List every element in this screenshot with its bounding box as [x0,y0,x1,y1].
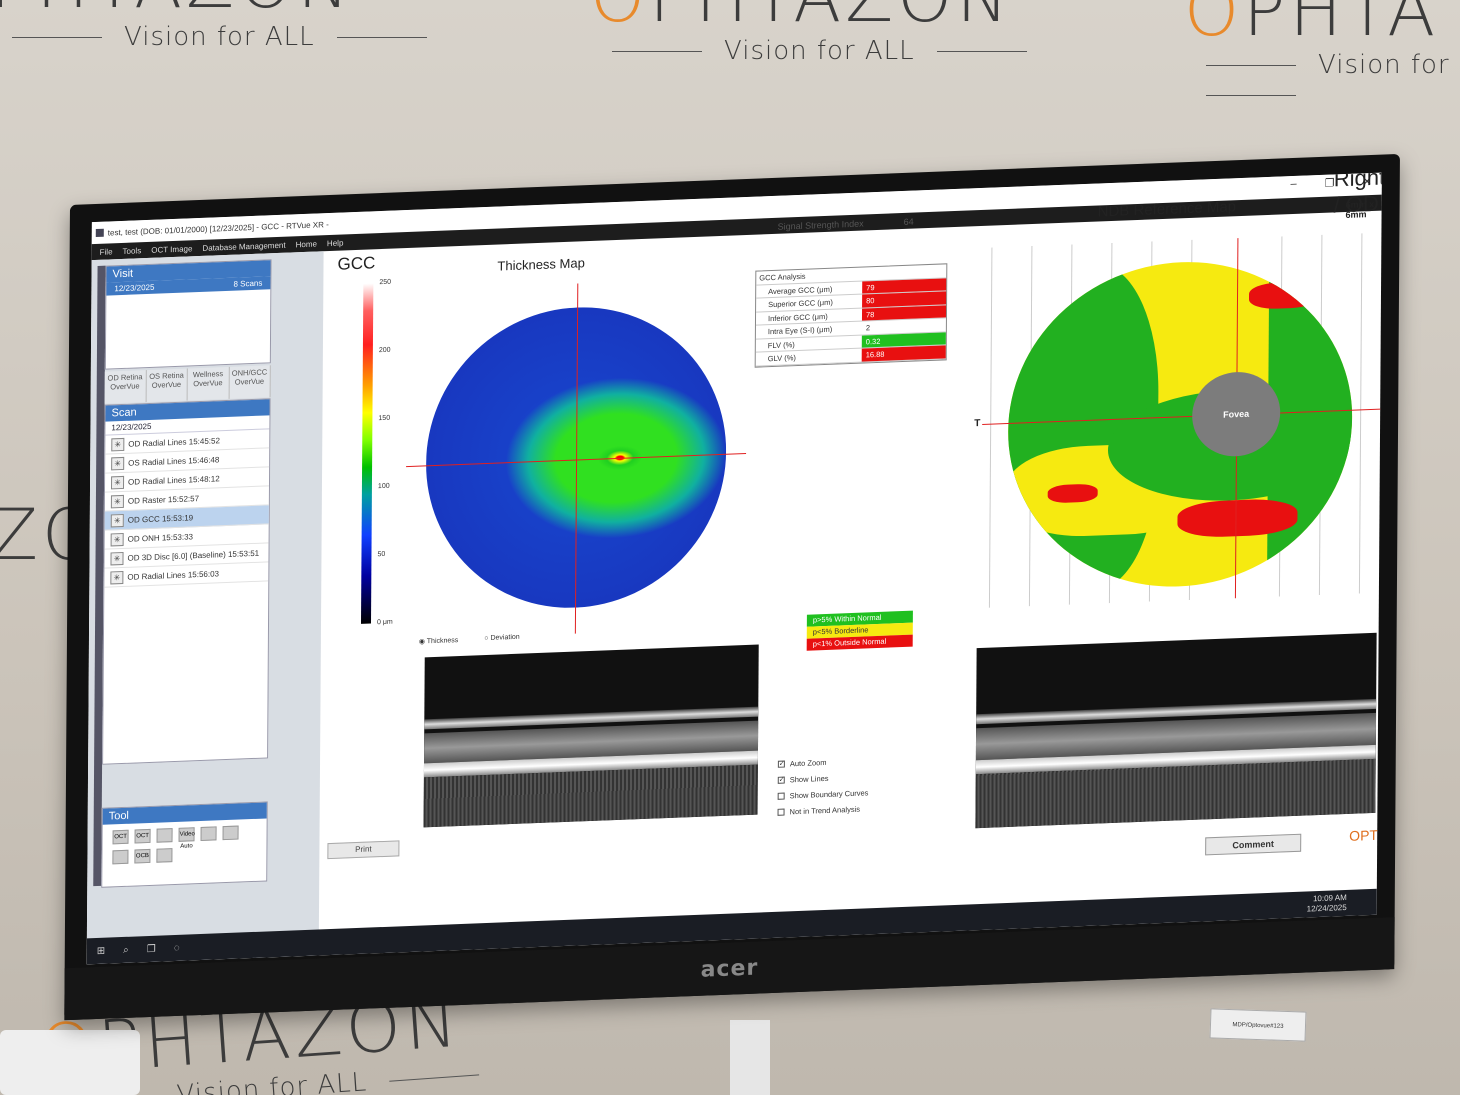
checkbox-box[interactable]: ✓ [777,760,785,768]
scale-tick: 250 [379,278,392,287]
tool-icon[interactable]: Video Auto [178,827,195,850]
radio-thickness[interactable]: ◉ Thickness [418,637,459,646]
scan-type-icon: ✳ [111,475,125,489]
menu-home[interactable]: Home [295,239,317,249]
device-sticker: MDP/Optovue#123 [1209,1008,1307,1042]
scan-type-icon: ✳ [111,456,125,470]
system-clock[interactable]: 10:09 AM 12/24/2025 [1307,893,1347,915]
scan-list-item-label: OD ONH 15:53:33 [127,531,194,544]
gcc-metric-label: GLV (%) [767,353,796,364]
tool-icon[interactable] [200,826,217,841]
app-taskbar-icon[interactable]: ◌ [173,942,180,954]
scale-tick: 0 μm [376,618,393,627]
tool-icon[interactable]: OCB [134,848,151,864]
visit-scan-count: 8 Scans [233,278,263,289]
display-options: ✓ Auto Zoom ✓ Show Lines Show Boundary Curve… [777,752,869,820]
minimize-button[interactable]: – [1290,177,1297,191]
thickness-map-title: Thickness Map [497,255,585,274]
menu-file[interactable]: File [99,246,113,257]
checkbox-label: Show Boundary Curves [789,787,869,800]
scan-list-item-label: OD 3D Disc [6.0] (Baseline) 15:53:51 [127,548,260,563]
left-pane: Visit 12/23/2025 8 Scans OD Retina OverV… [86,251,324,965]
scan-list-item-label: OD Radial Lines 15:48:12 [128,473,220,487]
scale-tick: 50 [377,550,386,559]
tab-os-retina-overvue[interactable]: OS Retina OverVue [146,368,188,403]
tool-panel: Tool OCT OCT Video Auto OCB [101,801,268,888]
tool-icon[interactable] [222,825,239,841]
radio-deviation[interactable]: ○ Deviation [484,633,520,643]
gcc-metric-value: 16.88 [861,345,946,362]
scan-type-icon: ✳ [110,551,124,565]
window-title: test, test (DOB: 01/01/2000) [12/23/2025… [107,219,329,238]
visit-date: 12/23/2025 [114,282,155,294]
temporal-label: T [974,418,981,430]
optovue-logo: OPTOVUE [1349,825,1382,844]
scan-type-icon: ✳ [110,532,124,546]
option-checkbox[interactable]: Not in Trend Analysis [777,800,869,819]
comment-button[interactable]: Comment [1205,833,1302,856]
screen: test, test (DOB: 01/01/2000) [12/23/2025… [86,172,1382,965]
task-view-icon[interactable]: ❐ [146,943,156,955]
checkbox-label: Show Lines [789,773,829,784]
visit-tabs: OD Retina OverVue OS Retina OverVue Well… [104,365,271,404]
tool-icon[interactable]: OCT [134,828,151,844]
document-corner [0,1030,140,1095]
checkbox-label: Auto Zoom [789,757,827,768]
scan-list: ✳ OD Radial Lines 15:45:52 ✳ OS Radial Line… [104,429,270,588]
thickness-color-scale [360,283,374,624]
menu-help[interactable]: Help [326,237,344,248]
checkbox-box[interactable]: ✓ [777,776,785,784]
scan-type-icon: ✳ [110,494,124,508]
scan-list-item-label: OD Raster 15:52:57 [127,493,200,506]
gcc-analysis-table: GCC Analysis Average GCC (μm) 79 Superior … [754,263,948,368]
tool-icon[interactable]: OCT [112,829,129,845]
ndb-reference-map[interactable] [1007,255,1354,594]
tab-onh-gcc-overvue[interactable]: ONH/GCC OverVue [229,365,271,399]
print-button[interactable]: Print [327,840,400,860]
scan-type-icon: ✳ [110,513,124,527]
clock-date: 12/24/2025 [1306,902,1347,914]
tab-od-retina-overvue[interactable]: OD Retina OverVue [104,370,147,404]
scan-list-item-label: OS Radial Lines 15:46:48 [128,454,220,468]
scale-tick: 100 [377,482,390,491]
visit-panel: Visit 12/23/2025 8 Scans [104,259,272,370]
brand-banner-top-left: PHTAZON Vision for ALL [0,0,449,52]
scan-type-icon: ✳ [110,570,124,584]
menu-oct-image[interactable]: OCT Image [151,243,193,255]
scan-list-item-label: OD Radial Lines 15:56:03 [127,568,220,582]
signal-strength-value: 64 [903,216,914,227]
scan-list-item-label: OD Radial Lines 15:45:52 [128,435,220,449]
gcc-title: GCC [337,253,376,274]
checkbox-box[interactable] [777,792,785,800]
tool-icon[interactable] [112,849,129,865]
monitor-stand [730,1020,770,1095]
tool-icon[interactable] [156,828,173,843]
scan-size-label: 6mm x 6mm [1345,198,1375,220]
tool-icon[interactable] [156,848,173,863]
scan-panel: Scan 12/23/2025 ✳ OD Radial Lines 15:45:5… [102,398,271,765]
checkbox-box[interactable] [777,808,785,816]
scan-list-item-label: OD GCC 15:53:19 [127,512,194,525]
map-mode-radios: ◉ Thickness ○ Deviation [419,634,520,646]
scale-tick: 200 [378,346,391,355]
brand-banner-top-right: OPHTA Vision for [1184,0,1460,110]
scan-type-icon: ✳ [111,437,125,451]
tool-icons: OCT OCT Video Auto OCB [102,818,266,870]
monitor-brand-logo: acer [700,955,759,983]
scale-tick: 150 [378,414,391,423]
menu-tools[interactable]: Tools [122,245,142,256]
bscan-image-left[interactable] [423,644,759,828]
app-icon [95,228,104,238]
checkbox-label: Not in Trend Analysis [789,804,861,816]
tab-wellness-overvue[interactable]: Wellness OverVue [187,366,230,401]
start-icon[interactable]: ⊞ [96,945,106,957]
search-icon[interactable]: ⌕ [123,944,129,956]
monitor: test, test (DOB: 01/01/2000) [12/23/2025… [64,153,1400,1021]
ndb-legend: p>5% Within Normal p<5% Borderline p<1% … [806,610,913,651]
menu-database-management[interactable]: Database Management [202,240,286,253]
bscan-image-right[interactable] [975,632,1377,829]
